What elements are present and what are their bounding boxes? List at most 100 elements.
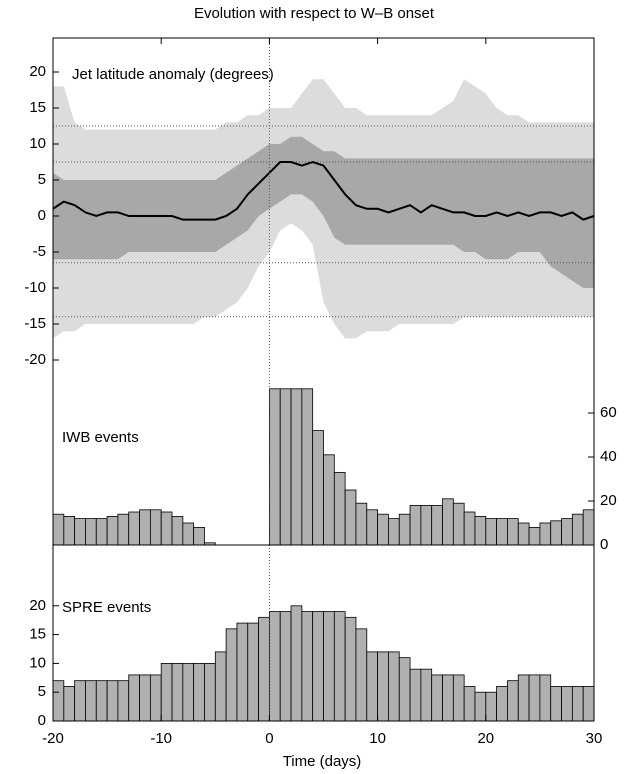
bar	[279, 611, 292, 722]
bar	[204, 663, 216, 722]
bar	[149, 509, 162, 546]
y-tick-label: 5	[38, 171, 46, 188]
bar	[507, 680, 519, 722]
bar	[355, 628, 368, 722]
bar	[539, 522, 552, 546]
x-tick-label: 0	[265, 730, 273, 747]
bar	[496, 518, 508, 546]
bar	[225, 628, 238, 722]
bar	[214, 651, 227, 722]
y-tick-label: 10	[29, 654, 46, 671]
x-tick-label: 30	[586, 730, 603, 747]
bar	[344, 489, 357, 546]
panel-label: IWB events	[62, 429, 139, 446]
bar	[247, 622, 259, 722]
y-tick-label: 60	[600, 404, 617, 421]
bar	[279, 388, 292, 546]
bar	[485, 518, 498, 546]
mean-line	[52, 160, 595, 221]
bar	[63, 686, 76, 722]
bar	[171, 663, 184, 722]
bar	[388, 651, 400, 722]
y-tick-label: -20	[24, 351, 46, 368]
bar	[398, 657, 411, 722]
y-tick-label: 20	[29, 63, 46, 80]
bar	[496, 686, 508, 722]
bar	[507, 518, 519, 546]
y-tick-label: 0	[38, 712, 46, 729]
bar	[398, 513, 411, 546]
bar	[409, 504, 422, 546]
bar	[290, 388, 303, 546]
y-tick-label: 0	[38, 207, 46, 224]
bar	[182, 522, 195, 546]
figure-title: Evolution with respect to W–B onset	[194, 5, 435, 22]
bar	[171, 516, 184, 546]
bar	[474, 516, 487, 546]
bar	[550, 520, 562, 546]
bar	[366, 509, 378, 546]
bar	[149, 674, 162, 722]
x-tick-label: 20	[477, 730, 494, 747]
bar	[301, 611, 314, 722]
bar	[333, 471, 346, 546]
bar	[74, 680, 86, 722]
bar	[74, 518, 86, 546]
bar	[268, 611, 281, 722]
panel-label: SPRE events	[62, 599, 151, 616]
bar	[442, 674, 454, 722]
bar	[377, 651, 389, 722]
y-tick-label: -15	[24, 315, 46, 332]
x-tick-label: 10	[369, 730, 386, 747]
bar	[409, 668, 422, 722]
bar	[561, 686, 573, 722]
y-tick-label: 5	[38, 683, 46, 700]
y-tick-label: 10	[29, 135, 46, 152]
panel-label: Jet latitude anomaly (degrees)	[72, 66, 274, 83]
bar	[463, 511, 476, 546]
bar	[85, 518, 97, 546]
bar	[561, 518, 573, 546]
bar	[106, 516, 119, 546]
x-tick-label: -10	[150, 730, 172, 747]
bar	[182, 663, 195, 722]
bar	[517, 522, 530, 546]
bar	[366, 651, 378, 722]
bar	[52, 513, 65, 546]
bar	[323, 454, 335, 546]
bar	[388, 518, 400, 546]
bar	[128, 674, 140, 722]
bar	[582, 686, 595, 722]
bar	[128, 511, 140, 546]
x-axis-label: Time (days)	[283, 753, 362, 770]
bar	[517, 674, 530, 722]
bar	[474, 691, 487, 722]
x-tick-label: -20	[42, 730, 64, 747]
y-tick-label: 15	[29, 99, 46, 116]
bar	[431, 674, 443, 722]
y-tick-label: 0	[600, 536, 608, 553]
bar	[160, 511, 173, 546]
y-tick-label: 40	[600, 448, 617, 465]
bar	[550, 686, 562, 722]
bar	[431, 504, 443, 546]
bar	[485, 691, 498, 722]
axes-frame	[52, 37, 595, 722]
bar	[236, 622, 249, 722]
bar	[344, 616, 357, 722]
bar	[139, 674, 151, 722]
bar	[301, 388, 314, 546]
bar	[582, 509, 595, 546]
bar	[539, 674, 552, 722]
bar	[442, 498, 454, 546]
bar	[160, 663, 173, 722]
bar	[312, 430, 324, 546]
bar	[452, 674, 465, 722]
bar	[85, 680, 97, 722]
bar	[571, 686, 584, 722]
bar	[63, 516, 76, 546]
bar	[377, 513, 389, 546]
y-tick-label: -5	[33, 243, 46, 260]
bar	[106, 680, 119, 722]
